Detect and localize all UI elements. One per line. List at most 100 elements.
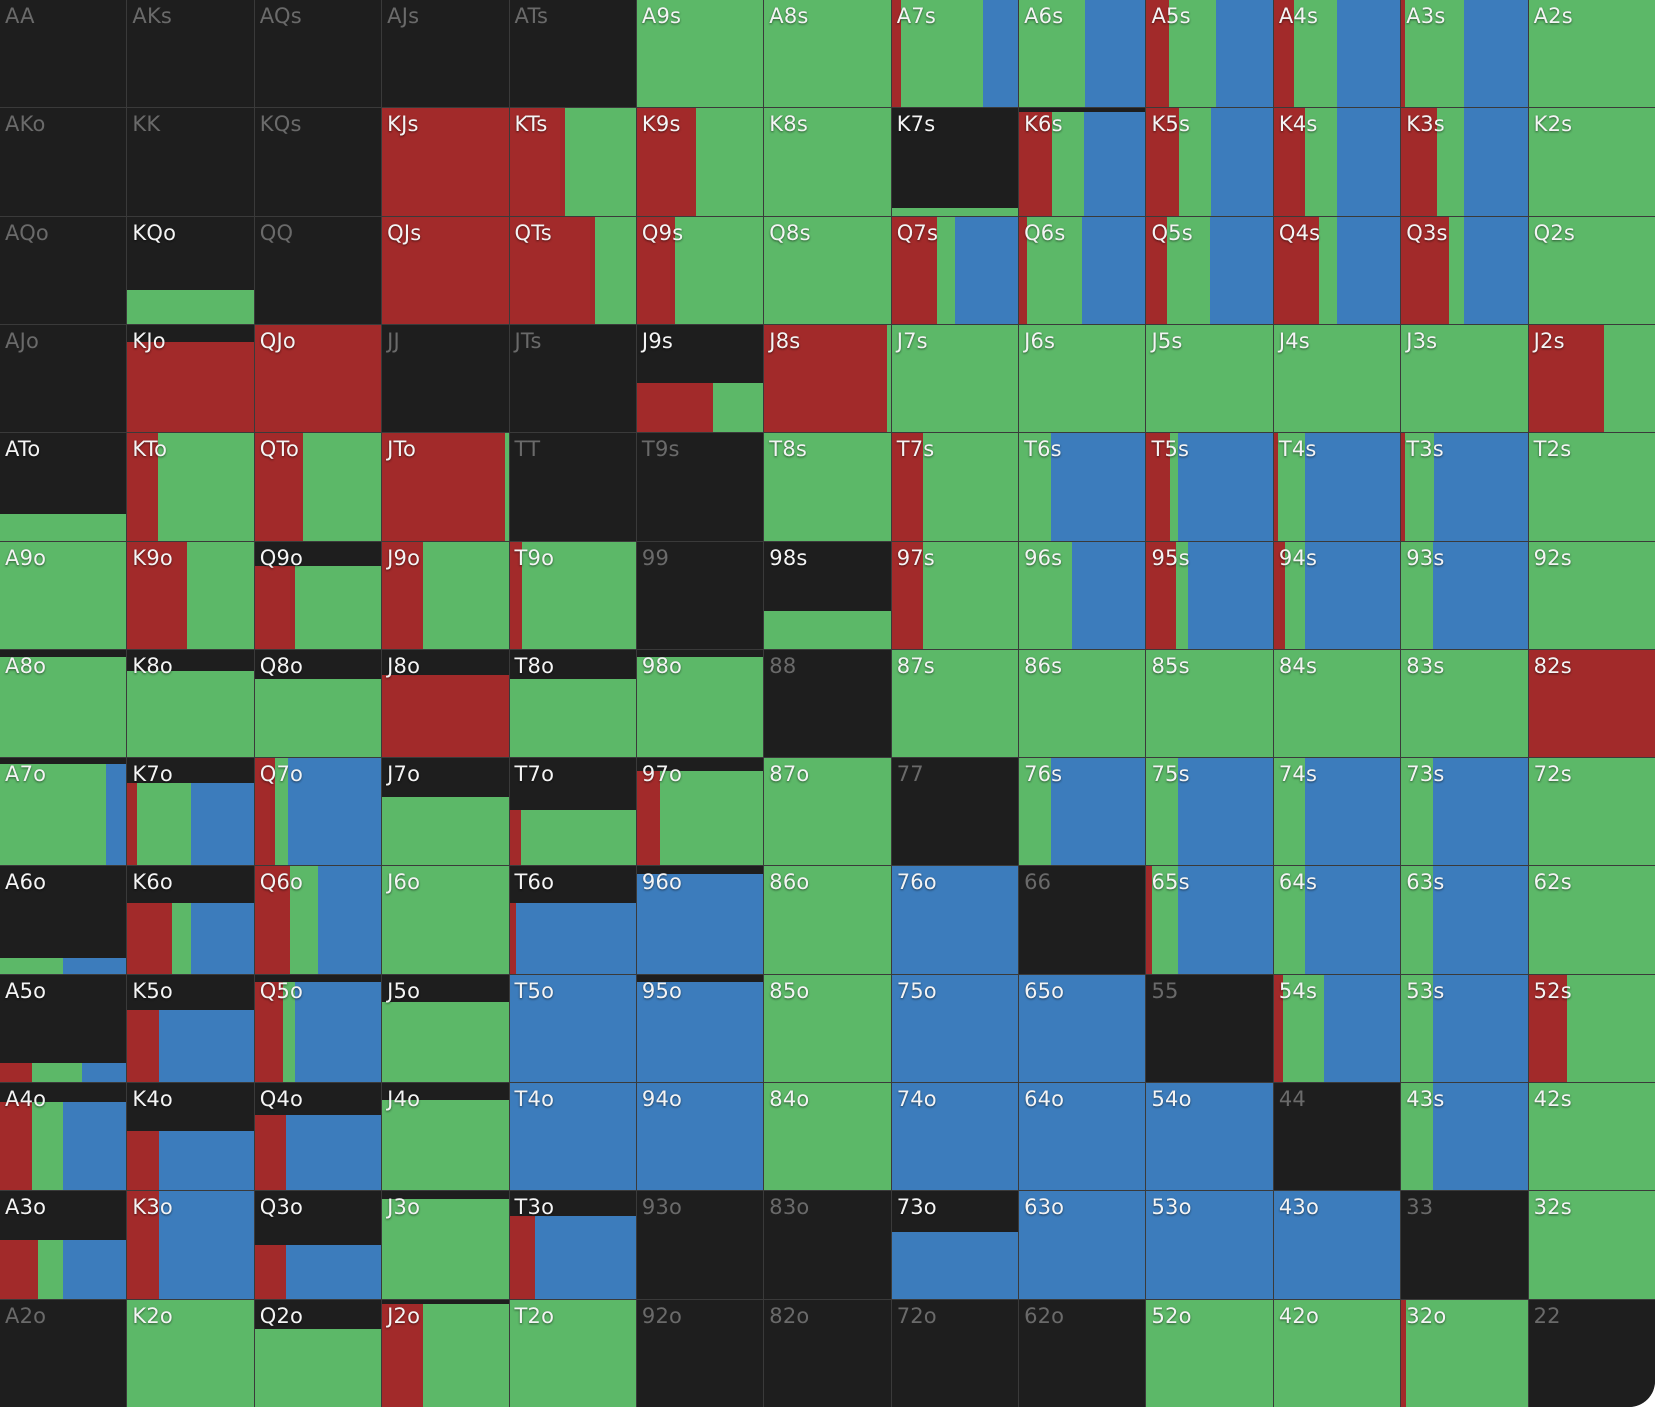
- hand-cell-k7s[interactable]: K7s: [891, 108, 1019, 216]
- hand-cell-q3s[interactable]: Q3s: [1401, 216, 1528, 324]
- hand-cell-q6o[interactable]: Q6o: [254, 866, 382, 974]
- hand-cell-52s[interactable]: 52s: [1528, 974, 1655, 1083]
- hand-cell-k6s[interactable]: K6s: [1019, 108, 1146, 216]
- hand-cell-33[interactable]: 33: [1401, 1191, 1528, 1299]
- hand-cell-q4s[interactable]: Q4s: [1273, 216, 1401, 324]
- hand-cell-kts[interactable]: KTs: [509, 108, 636, 216]
- hand-cell-93o[interactable]: 93o: [636, 1191, 764, 1299]
- hand-cell-kqs[interactable]: KQs: [254, 108, 382, 216]
- hand-cell-54s[interactable]: 54s: [1273, 974, 1401, 1083]
- hand-cell-82s[interactable]: 82s: [1528, 649, 1655, 758]
- hand-cell-a9o[interactable]: A9o: [0, 541, 127, 649]
- hand-cell-k9o[interactable]: K9o: [127, 541, 254, 649]
- hand-cell-32s[interactable]: 32s: [1528, 1191, 1655, 1299]
- hand-cell-32o[interactable]: 32o: [1401, 1299, 1528, 1407]
- hand-cell-aqs[interactable]: AQs: [254, 0, 382, 108]
- hand-cell-92s[interactable]: 92s: [1528, 541, 1655, 649]
- hand-cell-64o[interactable]: 64o: [1019, 1083, 1146, 1191]
- hand-cell-74s[interactable]: 74s: [1273, 758, 1401, 866]
- hand-cell-q5o[interactable]: Q5o: [254, 974, 382, 1083]
- hand-cell-q2o[interactable]: Q2o: [254, 1299, 382, 1407]
- hand-cell-k7o[interactable]: K7o: [127, 758, 254, 866]
- hand-cell-63s[interactable]: 63s: [1401, 866, 1528, 974]
- hand-cell-a9s[interactable]: A9s: [636, 0, 764, 108]
- hand-cell-q8s[interactable]: Q8s: [764, 216, 891, 324]
- hand-cell-j2s[interactable]: J2s: [1528, 324, 1655, 433]
- hand-cell-92o[interactable]: 92o: [636, 1299, 764, 1407]
- hand-cell-aqo[interactable]: AQo: [0, 216, 127, 324]
- hand-cell-97o[interactable]: 97o: [636, 758, 764, 866]
- hand-cell-95s[interactable]: 95s: [1146, 541, 1273, 649]
- hand-cell-j4o[interactable]: J4o: [382, 1083, 509, 1191]
- hand-cell-k3o[interactable]: K3o: [127, 1191, 254, 1299]
- hand-cell-q9s[interactable]: Q9s: [636, 216, 764, 324]
- hand-cell-a6o[interactable]: A6o: [0, 866, 127, 974]
- hand-cell-qjo[interactable]: QJo: [254, 324, 382, 433]
- hand-cell-93s[interactable]: 93s: [1401, 541, 1528, 649]
- hand-cell-qjs[interactable]: QJs: [382, 216, 509, 324]
- hand-cell-96o[interactable]: 96o: [636, 866, 764, 974]
- hand-cell-aa[interactable]: AA: [0, 0, 127, 108]
- hand-cell-97s[interactable]: 97s: [891, 541, 1019, 649]
- hand-cell-a5s[interactable]: A5s: [1146, 0, 1273, 108]
- hand-cell-kqo[interactable]: KQo: [127, 216, 254, 324]
- hand-cell-86o[interactable]: 86o: [764, 866, 891, 974]
- hand-cell-k8s[interactable]: K8s: [764, 108, 891, 216]
- hand-cell-55[interactable]: 55: [1146, 974, 1273, 1083]
- hand-cell-83s[interactable]: 83s: [1401, 649, 1528, 758]
- hand-cell-kk[interactable]: KK: [127, 108, 254, 216]
- hand-cell-85s[interactable]: 85s: [1146, 649, 1273, 758]
- hand-cell-jj[interactable]: JJ: [382, 324, 509, 433]
- hand-cell-k3s[interactable]: K3s: [1401, 108, 1528, 216]
- hand-cell-a4s[interactable]: A4s: [1273, 0, 1401, 108]
- hand-cell-t6o[interactable]: T6o: [509, 866, 636, 974]
- hand-cell-94o[interactable]: 94o: [636, 1083, 764, 1191]
- hand-cell-a7o[interactable]: A7o: [0, 758, 127, 866]
- hand-cell-98o[interactable]: 98o: [636, 649, 764, 758]
- hand-cell-73s[interactable]: 73s: [1401, 758, 1528, 866]
- hand-cell-84s[interactable]: 84s: [1273, 649, 1401, 758]
- hand-cell-j6s[interactable]: J6s: [1019, 324, 1146, 433]
- hand-cell-87s[interactable]: 87s: [891, 649, 1019, 758]
- hand-cell-77[interactable]: 77: [891, 758, 1019, 866]
- hand-cell-53s[interactable]: 53s: [1401, 974, 1528, 1083]
- hand-cell-k6o[interactable]: K6o: [127, 866, 254, 974]
- hand-cell-74o[interactable]: 74o: [891, 1083, 1019, 1191]
- hand-cell-j3s[interactable]: J3s: [1401, 324, 1528, 433]
- hand-cell-a4o[interactable]: A4o: [0, 1083, 127, 1191]
- hand-cell-t2o[interactable]: T2o: [509, 1299, 636, 1407]
- hand-cell-q8o[interactable]: Q8o: [254, 649, 382, 758]
- hand-cell-jto[interactable]: JTo: [382, 433, 509, 541]
- hand-cell-qq[interactable]: QQ: [254, 216, 382, 324]
- hand-cell-k8o[interactable]: K8o: [127, 649, 254, 758]
- hand-cell-q5s[interactable]: Q5s: [1146, 216, 1273, 324]
- hand-cell-t4o[interactable]: T4o: [509, 1083, 636, 1191]
- hand-cell-t2s[interactable]: T2s: [1528, 433, 1655, 541]
- hand-cell-t8o[interactable]: T8o: [509, 649, 636, 758]
- hand-cell-73o[interactable]: 73o: [891, 1191, 1019, 1299]
- hand-cell-t5s[interactable]: T5s: [1146, 433, 1273, 541]
- hand-cell-87o[interactable]: 87o: [764, 758, 891, 866]
- hand-cell-22[interactable]: 22: [1528, 1299, 1655, 1407]
- hand-cell-j5s[interactable]: J5s: [1146, 324, 1273, 433]
- hand-cell-75o[interactable]: 75o: [891, 974, 1019, 1083]
- hand-cell-k2o[interactable]: K2o: [127, 1299, 254, 1407]
- hand-cell-ajs[interactable]: AJs: [382, 0, 509, 108]
- hand-cell-kjs[interactable]: KJs: [382, 108, 509, 216]
- hand-cell-q7o[interactable]: Q7o: [254, 758, 382, 866]
- hand-cell-t8s[interactable]: T8s: [764, 433, 891, 541]
- hand-cell-66[interactable]: 66: [1019, 866, 1146, 974]
- hand-cell-k5o[interactable]: K5o: [127, 974, 254, 1083]
- hand-cell-65s[interactable]: 65s: [1146, 866, 1273, 974]
- hand-cell-j7s[interactable]: J7s: [891, 324, 1019, 433]
- hand-cell-j9o[interactable]: J9o: [382, 541, 509, 649]
- hand-cell-42s[interactable]: 42s: [1528, 1083, 1655, 1191]
- hand-cell-t9o[interactable]: T9o: [509, 541, 636, 649]
- hand-cell-75s[interactable]: 75s: [1146, 758, 1273, 866]
- hand-cell-64s[interactable]: 64s: [1273, 866, 1401, 974]
- hand-cell-ajo[interactable]: AJo: [0, 324, 127, 433]
- hand-cell-a5o[interactable]: A5o: [0, 974, 127, 1083]
- hand-cell-44[interactable]: 44: [1273, 1083, 1401, 1191]
- hand-cell-k2s[interactable]: K2s: [1528, 108, 1655, 216]
- hand-cell-t5o[interactable]: T5o: [509, 974, 636, 1083]
